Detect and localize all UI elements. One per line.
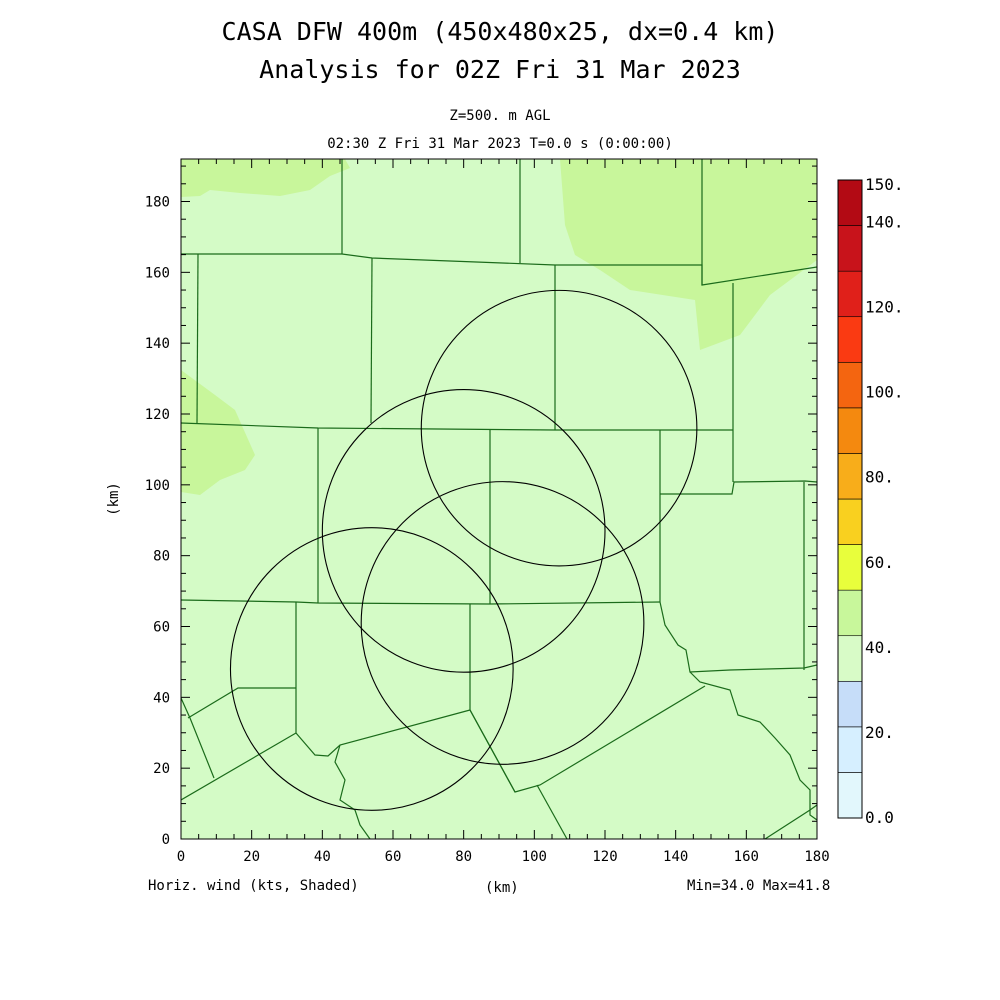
y-tick-label: 100 [145,478,170,494]
x-tick-label: 0 [177,849,185,865]
plot-area [181,159,817,839]
colorbar-swatch [837,453,863,500]
y-tick-label: 0 [162,832,170,848]
radar-range-ring [420,289,698,567]
colorbar-swatch [837,498,863,545]
wind-field-patch-ne [560,159,817,350]
title-line2: Analysis for 02Z Fri 31 Mar 2023 [259,55,741,84]
colorbar-swatch [837,772,863,819]
title-line1: CASA DFW 400m (450x480x25, dx=0.4 km) [221,17,779,46]
colorbar-label: 120. [865,298,904,317]
radar-range-rings [229,289,698,811]
subtitle-time: 02:30 Z Fri 31 Mar 2023 T=0.0 s (0:00:00… [327,136,673,152]
colorbar-swatch [837,270,863,318]
subtitle-level: Z=500. m AGL [449,108,551,124]
radar-range-ring [229,527,514,811]
x-tick-label: 180 [804,849,829,865]
colorbar-label: 0.0 [865,808,894,827]
colorbar-swatch [837,680,863,728]
colorbar-frame [837,179,863,819]
y-tick-label: 20 [153,761,170,777]
wind-field-patch-nw [181,159,350,197]
colorbar-label: 40. [865,638,894,657]
x-tick-label: 80 [455,849,472,865]
x-tick-label: 140 [663,849,688,865]
colorbar-swatch [837,726,863,773]
x-tick-label: 40 [314,849,331,865]
y-tick-label: 160 [145,265,170,281]
colorbar-swatch [837,635,863,682]
colorbar: 0.0 20. 40. 60. 80. 100. 120. 140. 150. [837,175,904,827]
colorbar-swatch [837,179,863,226]
colorbar-swatch [837,316,863,363]
colorbar-swatch [837,589,863,637]
colorbar-swatch [837,361,863,409]
y-tick-label: 180 [145,195,170,211]
y-tick-labels: 0 20 40 60 80 100 120 140 160 180 [145,195,170,849]
y-tick-label: 140 [145,336,170,352]
x-tick-label: 120 [592,849,617,865]
y-axis-label: (km) [106,482,122,516]
footer-field: Horiz. wind (kts, Shaded) [148,878,359,894]
y-tick-label: 120 [145,407,170,423]
x-tick-label: 20 [243,849,260,865]
footer-xunit: (km) [485,880,519,896]
y-tick-label: 40 [153,690,170,706]
wind-field-patch-w [181,370,255,495]
radar-range-ring [360,481,645,765]
colorbar-label: 20. [865,723,894,742]
colorbar-swatch [837,225,863,272]
colorbar-swatch [837,544,863,591]
footer-minmax: Min=34.0 Max=41.8 [687,878,831,894]
axis-ticks [180,159,818,840]
x-tick-labels: 0 20 40 60 80 100 120 140 160 180 [177,849,830,865]
colorbar-label: 150. [865,175,904,194]
radar-range-ring [321,388,606,673]
colorbar-label: 80. [865,468,894,487]
x-tick-label: 160 [734,849,759,865]
county-boundaries [181,159,817,839]
colorbar-label: 140. [865,213,904,232]
colorbar-label: 60. [865,553,894,572]
y-tick-label: 80 [153,549,170,565]
colorbar-label: 100. [865,383,904,402]
x-tick-label: 60 [385,849,402,865]
y-tick-label: 60 [153,620,170,636]
colorbar-swatch [837,407,863,454]
x-tick-label: 100 [522,849,547,865]
